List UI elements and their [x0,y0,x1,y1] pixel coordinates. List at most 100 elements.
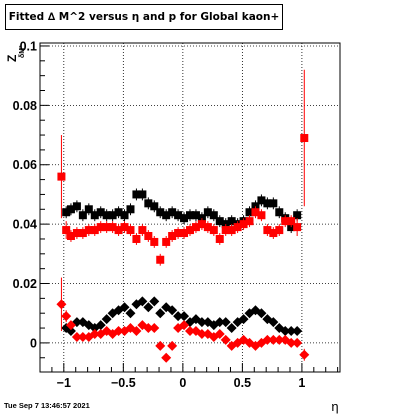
grid-lines [40,43,340,372]
data-point [102,221,111,234]
square-marker [72,202,81,211]
diamond-marker [149,323,160,334]
data-point [174,209,183,222]
data-point [89,328,100,339]
data-point [168,230,177,242]
data-point [239,218,248,231]
data-marks [56,69,310,363]
data-point [143,323,154,334]
square-marker [150,202,159,211]
data-point [203,206,212,219]
square-marker [156,208,165,217]
data-point [62,221,71,239]
diamond-marker [292,337,303,348]
data-point [179,320,190,331]
square-marker [227,217,236,226]
diamond-marker [77,331,88,342]
data-point [162,236,171,248]
data-point [143,302,154,313]
data-point [162,209,171,222]
square-marker [66,232,75,241]
diamond-marker [214,328,225,339]
series-4 [56,277,310,363]
data-point [299,348,310,361]
diamond-marker [286,326,297,337]
data-point [96,221,105,234]
data-point [95,320,106,331]
data-point [150,200,159,213]
chart-title: Fitted ∆ M^2 versus η and p for Global k… [8,11,280,23]
diamond-marker [137,296,148,307]
square-marker [209,211,218,220]
data-point [275,224,284,237]
diamond-marker [220,334,231,345]
square-marker [108,211,117,220]
data-point [238,314,249,325]
data-point [144,197,153,210]
data-point [209,209,218,222]
data-point [102,209,111,222]
data-point [72,200,81,213]
square-marker [191,211,200,220]
square-marker [233,223,242,232]
square-marker [90,211,99,220]
data-point [220,334,231,345]
square-marker [186,226,194,235]
data-point [209,224,218,237]
diamond-marker [71,331,82,342]
data-point [78,227,87,239]
data-point [180,227,189,239]
data-point [214,328,225,339]
diamond-marker [143,323,154,334]
data-point [138,188,147,201]
data-point [269,227,278,239]
diamond-marker [143,302,154,313]
square-marker [203,208,212,217]
diamond-marker [299,349,310,360]
x-tick-label: 0.5 [234,376,251,390]
chart-title-box: Fitted ∆ M^2 versus η and p for Global k… [5,4,283,30]
diamond-marker [167,340,178,351]
data-point [256,308,267,319]
diamond-marker [238,314,249,325]
data-point [233,221,242,234]
data-point [286,326,297,337]
square-marker [156,255,165,264]
data-point [84,224,93,237]
diamond-marker [179,320,190,331]
diamond-marker [155,308,166,319]
data-point [191,209,200,222]
diamond-marker [161,352,172,363]
square-marker [281,217,290,226]
data-point [215,215,224,228]
y-tick-label: 0.06 [13,158,37,172]
square-marker [180,229,189,238]
diamond-marker [56,299,67,310]
data-point [269,197,278,210]
square-marker [251,208,260,217]
data-point [78,209,87,222]
data-point [66,230,75,242]
square-marker [66,205,75,214]
diamond-marker [262,334,273,345]
data-point [77,331,88,342]
square-marker [84,226,93,235]
data-point [245,215,254,228]
square-marker [144,232,153,241]
diamond-marker [220,317,231,328]
square-marker [84,205,93,214]
diamond-marker [274,334,285,345]
data-point [275,206,284,219]
square-marker [215,217,224,226]
diamond-marker [119,302,130,313]
data-point [72,227,81,239]
diamond-marker [65,320,76,331]
data-point [126,203,135,216]
data-point [168,206,177,219]
diamond-marker [65,326,76,337]
data-point [292,326,303,337]
data-point [84,203,93,216]
data-point [167,305,178,316]
series-2 [57,69,309,266]
